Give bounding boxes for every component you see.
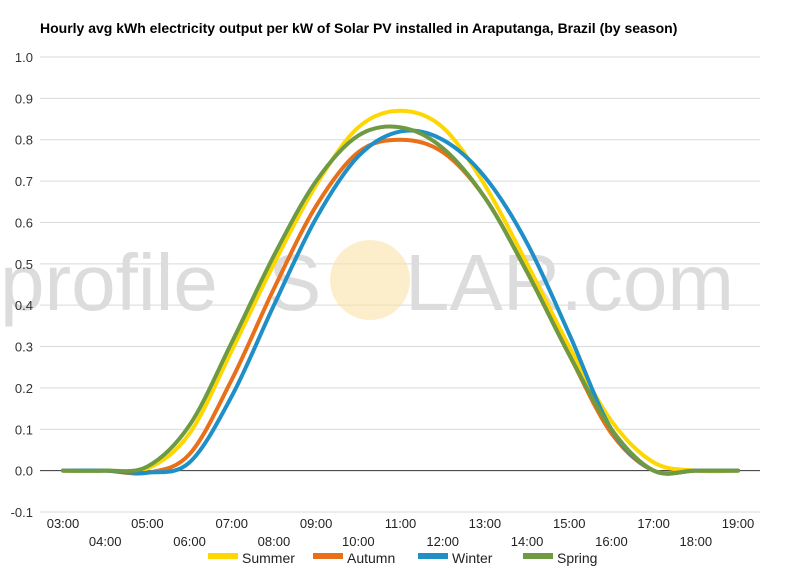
x-tick-label: 14:00 (511, 534, 544, 549)
x-tick-label: 05:00 (131, 516, 164, 531)
x-tick-label: 13:00 (469, 516, 502, 531)
legend-label-autumn: Autumn (347, 550, 395, 566)
watermark-sun-icon (330, 240, 410, 320)
legend-swatch-autumn (313, 553, 343, 559)
legend-swatch-summer (208, 553, 238, 559)
y-axis-ticks: 1.0 0.9 0.8 0.7 0.6 0.5 0.4 0.3 0.2 0.1 0.0 -0.1 (11, 50, 33, 520)
y-tick-label: 0.7 (15, 174, 33, 189)
y-tick-label: 0.8 (15, 133, 33, 148)
y-tick-label: -0.1 (11, 505, 33, 520)
legend-swatch-spring (523, 553, 553, 559)
series-line-summer (61, 108, 740, 474)
watermark: profile S LAR.com (0, 238, 734, 327)
series-line-autumn (61, 137, 740, 476)
watermark-text-left: profile (0, 238, 218, 327)
x-tick-label: 10:00 (342, 534, 375, 549)
x-tick-label: 04:00 (89, 534, 122, 549)
x-tick-label: 18:00 (680, 534, 713, 549)
x-tick-label: 15:00 (553, 516, 586, 531)
x-tick-label: 19:00 (722, 516, 755, 531)
x-tick-label: 07:00 (215, 516, 248, 531)
y-tick-label: 0.5 (15, 257, 33, 272)
y-tick-label: 0.0 (15, 464, 33, 479)
legend-label-winter: Winter (452, 550, 493, 566)
y-tick-label: 0.1 (15, 422, 33, 437)
legend: Summer Autumn Winter Spring (208, 550, 597, 566)
series-lines (61, 108, 740, 476)
legend-swatch-winter (418, 553, 448, 559)
y-tick-label: 0.3 (15, 340, 33, 355)
x-tick-label: 09:00 (300, 516, 333, 531)
legend-label-spring: Spring (557, 550, 597, 566)
x-tick-label: 12:00 (426, 534, 459, 549)
x-tick-label: 03:00 (47, 516, 80, 531)
x-tick-label: 16:00 (595, 534, 628, 549)
chart-title: Hourly avg kWh electricity output per kW… (40, 20, 677, 36)
y-tick-label: 0.4 (15, 298, 33, 313)
y-tick-label: 0.6 (15, 215, 33, 230)
legend-label-summer: Summer (242, 550, 295, 566)
y-tick-label: 1.0 (15, 50, 33, 65)
x-tick-label: 06:00 (173, 534, 206, 549)
x-axis-ticks: 03:00 04:00 05:00 06:00 07:00 08:00 09:00 10:00… (47, 516, 755, 549)
x-tick-label: 17:00 (637, 516, 670, 531)
y-tick-label: 0.2 (15, 381, 33, 396)
x-tick-label: 08:00 (258, 534, 291, 549)
watermark-text-right: LAR.com (405, 238, 734, 327)
y-tick-label: 0.9 (15, 91, 33, 106)
x-tick-label: 11:00 (385, 516, 417, 531)
series-line-spring (61, 124, 740, 476)
